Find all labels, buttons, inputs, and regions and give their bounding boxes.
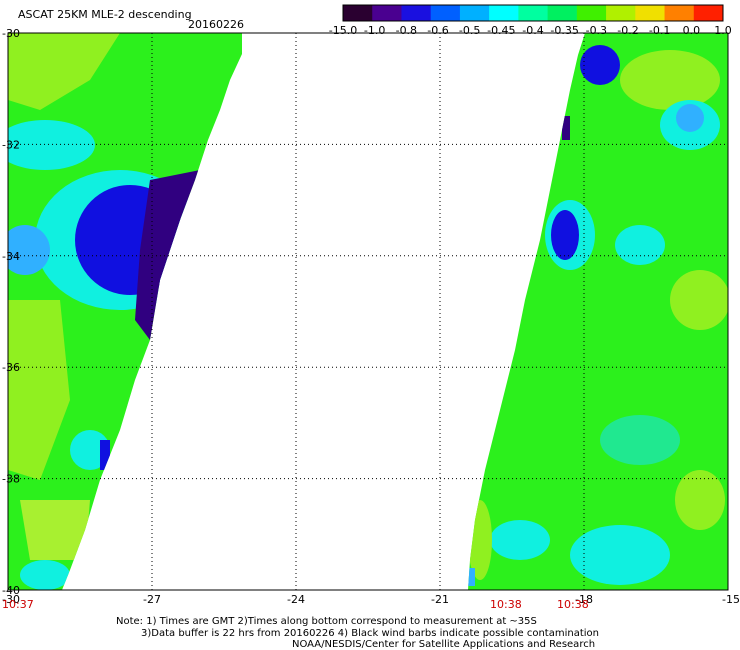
colorbar-swatch	[518, 5, 549, 21]
colorbar-swatch	[547, 5, 578, 21]
lat-lon-grid	[7, 32, 729, 591]
colorbar-swatch	[664, 5, 695, 21]
lat-tick-label: -32	[2, 138, 20, 151]
lat-tick-label: -38	[2, 473, 20, 486]
colorbar-label: -1.0	[364, 24, 385, 37]
lat-tick-label: -36	[2, 361, 20, 374]
colorbar-swatch	[606, 5, 636, 21]
colorbar-swatch	[576, 5, 607, 21]
colorbar-swatch	[459, 5, 490, 21]
colorbar-frame	[342, 4, 724, 22]
time-label-3: 10:38	[557, 598, 589, 611]
right-swath	[468, 33, 728, 590]
product-title: ASCAT 25KM MLE-2 descending	[18, 8, 192, 21]
colorbar-label: -0.4	[522, 24, 543, 37]
lat-tick-label: -30	[2, 27, 20, 40]
lon-tick-label: -27	[143, 593, 161, 606]
left-swath	[8, 33, 242, 590]
colorbar-swatch	[372, 5, 402, 21]
map-frame	[7, 32, 729, 591]
axis-labels: -30-32-34-36-38-40-30 -27 -24 -21 -18 -15	[2, 27, 740, 606]
lat-tick-label: -34	[2, 250, 20, 263]
product-date: 20160226	[188, 18, 244, 31]
colorbar-swatch	[430, 5, 461, 21]
note-line-2: 3)Data buffer is 22 hrs from 20160226 4)…	[141, 628, 599, 639]
colorbar-label: -0.8	[396, 24, 417, 37]
colorbar-swatch	[401, 5, 432, 21]
colorbar-label: -0.6	[427, 24, 448, 37]
colorbar-label: -15.0	[329, 24, 357, 37]
colorbar-swatch	[343, 5, 373, 21]
colorbar-swatch	[693, 5, 724, 21]
colorbar: -15.0 -1.0 -0.8 -0.6 -0.5 -0.45 -0.4 -0.35 -0.3-…	[329, 4, 732, 37]
colorbar-swatch	[489, 5, 519, 21]
time-label-2: 10:38	[490, 598, 522, 611]
colorbar-label: 1.0	[714, 24, 732, 37]
colorbar-label: -0.5	[459, 24, 480, 37]
lon-tick-label: -15	[722, 593, 740, 606]
colorbar-label: -0.45	[487, 24, 515, 37]
lon-tick-label: -24	[287, 593, 305, 606]
colorbar-label: 0.0	[683, 24, 701, 37]
colorbar-label: -0.1	[649, 24, 670, 37]
time-label-1: 10:37	[2, 598, 34, 611]
lon-tick-label: -18	[575, 593, 593, 606]
lat-tick-label: -40	[2, 584, 20, 597]
note-line-1: Note: 1) Times are GMT 2)Times along bot…	[116, 616, 537, 627]
colorbar-label: -0.2	[617, 24, 638, 37]
lon-tick-label: -21	[431, 593, 449, 606]
note-line-3: NOAA/NESDIS/Center for Satellite Applica…	[292, 639, 596, 650]
colorbar-label: -0.35	[550, 24, 578, 37]
lon-tick-label: -30	[2, 593, 20, 606]
colorbar-swatch	[635, 5, 666, 21]
colorbar-label: -0.3	[586, 24, 607, 37]
